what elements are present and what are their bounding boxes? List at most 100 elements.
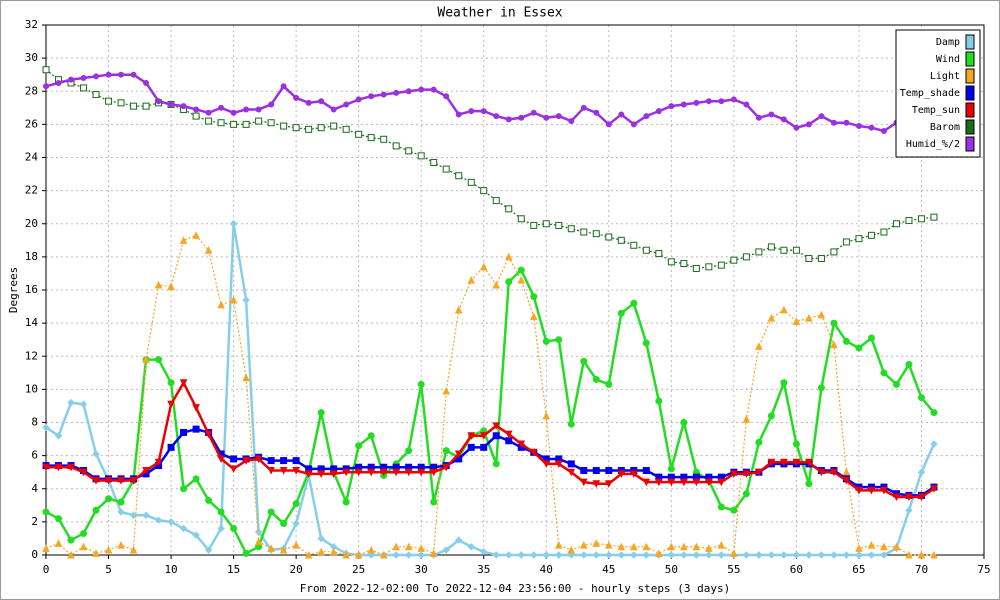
point [892,220,900,228]
point [329,547,338,556]
point [905,361,913,369]
x-tick-label: 40 [540,563,553,576]
point [805,255,813,263]
point [705,551,713,559]
point [692,478,701,487]
point [555,551,563,559]
point [204,430,213,439]
point [179,524,188,533]
point [617,551,626,559]
point [154,516,163,524]
point [855,486,863,495]
point [842,238,850,246]
point [280,83,287,90]
point [717,503,725,511]
point [42,544,50,552]
point [129,476,138,485]
point [780,116,787,123]
point [730,470,738,478]
point [805,121,812,128]
point [179,379,188,387]
point [705,98,712,105]
point [255,117,263,125]
point [579,540,588,549]
point [880,542,888,551]
point [755,342,763,350]
point [167,400,175,409]
point [168,101,175,108]
point [580,228,588,236]
point [542,220,550,228]
point [617,542,626,551]
point [692,542,701,551]
point [167,282,175,291]
point [605,467,613,475]
y-tick-label: 30 [25,51,38,64]
point [42,423,50,432]
point [567,545,576,554]
x-tick-label: 55 [727,563,740,576]
point [379,468,388,477]
point [730,549,738,557]
point [68,76,75,83]
point [380,91,387,98]
point [79,542,88,551]
y-tick-label: 4 [31,482,38,495]
point [305,99,312,106]
point [80,529,88,537]
point [905,550,913,559]
point [304,550,313,559]
point [705,263,713,271]
point [92,450,100,458]
point [280,457,288,465]
point [242,549,250,557]
point [667,465,675,473]
point [142,511,150,519]
point [305,125,313,133]
point [680,260,688,267]
point [505,205,513,213]
point [417,152,425,160]
point [480,547,488,556]
point [592,480,601,488]
legend-label: Barom [930,122,960,133]
point [655,549,663,557]
point [204,246,213,254]
point [492,432,500,440]
x-tick-label: 10 [164,563,177,576]
y-tick-label: 22 [25,184,38,197]
point [155,98,162,105]
point [355,130,363,138]
point [517,440,526,449]
point [579,478,588,487]
point [592,551,601,559]
point [54,432,63,440]
point [292,540,300,549]
point [42,508,50,516]
point [405,147,413,155]
point [154,280,163,289]
point [217,300,225,309]
point [104,545,113,554]
point [555,221,563,229]
point [780,246,788,254]
point [880,551,888,559]
point [817,384,825,392]
point [880,128,887,134]
point [930,213,938,221]
point [805,314,813,322]
point [455,172,463,180]
point [917,550,926,559]
point [755,438,763,446]
point [529,312,538,320]
chart-title: Weather in Essex [437,6,562,21]
point [792,458,801,467]
point [92,506,100,514]
point [342,125,350,133]
point [467,443,475,451]
y-tick-label: 6 [31,449,38,462]
point [367,134,375,142]
point [680,478,688,487]
y-tick-label: 0 [31,548,38,561]
